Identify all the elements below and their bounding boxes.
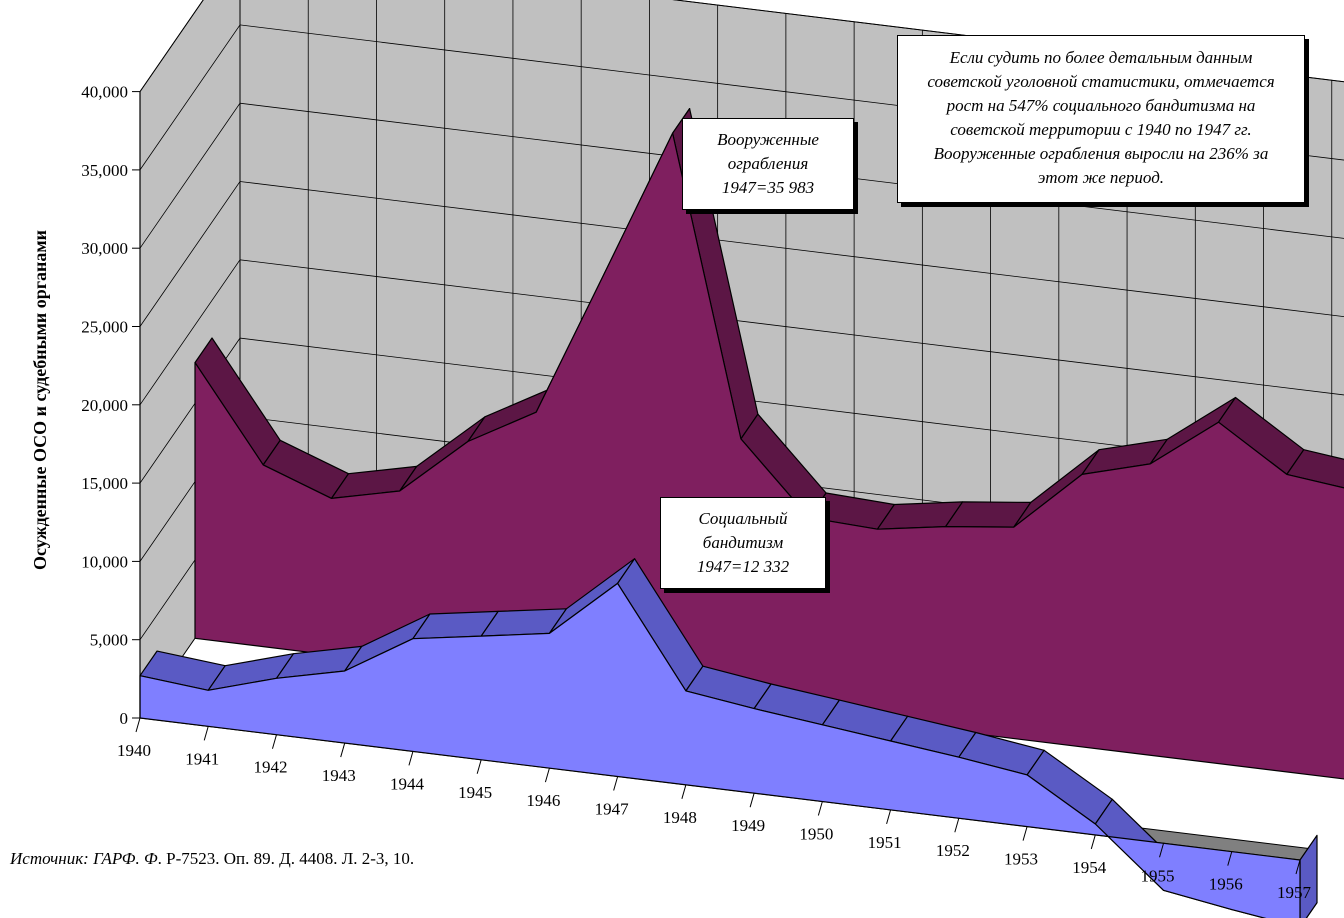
info-note-line-3: рост на 547% социального бандитизма на: [946, 96, 1256, 115]
callout-robbery-line-2: ограбления: [727, 154, 809, 173]
x-tick-label: 1957: [1277, 883, 1312, 902]
source-label: Источник: ГАРФ. Ф: [10, 849, 158, 868]
x-tick-mark: [1227, 851, 1233, 866]
y-tick-label: 30,000: [81, 239, 128, 258]
x-tick-mark: [544, 767, 550, 783]
info-note-line-6: этот же период.: [1037, 168, 1165, 187]
x-tick-label: 1941: [185, 749, 219, 768]
y-axis-ticks: 0 5,000 10,000 15,000 20,000 25,000 30,000 35,0…: [81, 83, 140, 728]
x-tick-mark: [681, 784, 687, 799]
callout-social-banditry: Социальный бандитизм 1947=12 332: [660, 497, 826, 589]
source-reference: . Р-7523. Оп. 89. Д. 4408. Л. 2-3, 10.: [157, 849, 415, 868]
x-tick-mark: [476, 759, 482, 774]
x-tick-label: 1950: [799, 825, 833, 844]
y-tick-label: 10,000: [81, 552, 128, 571]
callout-banditry-line-2: бандитизм: [702, 533, 784, 552]
x-tick-mark: [135, 717, 141, 733]
info-note-line-1: Если судить по более детальным данным: [949, 48, 1253, 67]
callout-banditry-line-3: 1947=12 332: [696, 557, 790, 576]
x-axis-ticks: 1940 1941 1942 1943 1944 1945 1946 1947 1948 1949…: [117, 717, 1312, 902]
x-tick-label: 1946: [526, 791, 560, 810]
x-tick-mark: [613, 776, 619, 791]
x-tick-mark: [340, 742, 346, 758]
y-axis-title: Осужденные ОСО и судебными органами: [30, 230, 50, 570]
source-note: Источник: ГАРФ. Ф. Р-7523. Оп. 89. Д. 44…: [10, 849, 414, 869]
y-tick-label: 0: [120, 709, 129, 728]
x-tick-label: 1949: [731, 816, 765, 835]
x-tick-mark: [408, 751, 414, 766]
x-tick-label: 1947: [595, 799, 630, 818]
x-tick-mark: [1022, 826, 1028, 841]
series-social-banditry: [139, 558, 1318, 918]
y-tick-label: 5,000: [90, 631, 128, 650]
x-tick-label: 1945: [458, 783, 492, 802]
x-tick-label: 1954: [1072, 858, 1107, 877]
x-tick-label: 1953: [1004, 850, 1038, 869]
callout-robbery-line-3: 1947=35 983: [721, 178, 815, 197]
callout-banditry-line-1: Социальный: [698, 509, 788, 528]
callout-armed-robbery: Вооруженные ограбления 1947=35 983: [682, 118, 854, 210]
x-tick-label: 1956: [1209, 875, 1243, 894]
series-front-face: [139, 582, 1301, 918]
x-tick-mark: [886, 809, 892, 825]
x-tick-label: 1955: [1141, 866, 1175, 885]
y-tick-label: 20,000: [81, 396, 128, 415]
x-tick-mark: [203, 726, 209, 741]
y-tick-label: 40,000: [81, 83, 128, 102]
x-tick-label: 1940: [117, 741, 151, 760]
info-note-line-4: советской территории с 1940 по 1947 гг.: [950, 120, 1252, 139]
info-note-box: Если судить по более детальным данным со…: [897, 35, 1305, 203]
x-tick-mark: [1295, 859, 1301, 875]
x-tick-mark: [954, 818, 960, 833]
y-tick-label: 25,000: [81, 318, 128, 337]
callout-robbery-line-1: Вооруженные: [717, 130, 819, 149]
x-tick-mark: [1159, 843, 1165, 858]
x-tick-label: 1948: [663, 808, 697, 827]
x-tick-label: 1942: [253, 758, 287, 777]
x-tick-mark: [271, 734, 277, 749]
x-tick-label: 1951: [868, 833, 902, 852]
x-tick-mark: [749, 793, 755, 808]
x-tick-label: 1952: [936, 841, 970, 860]
info-note-line-2: советской уголовной статистики, отмечает…: [927, 72, 1275, 91]
y-tick-label: 15,000: [81, 474, 128, 493]
y-tick-label: 35,000: [81, 161, 128, 180]
x-tick-mark: [1090, 834, 1096, 850]
x-tick-mark: [817, 801, 823, 816]
x-tick-label: 1943: [322, 766, 356, 785]
info-note-line-5: Вооруженные ограбления выросли на 236% з…: [933, 144, 1269, 163]
x-tick-label: 1944: [390, 774, 425, 793]
